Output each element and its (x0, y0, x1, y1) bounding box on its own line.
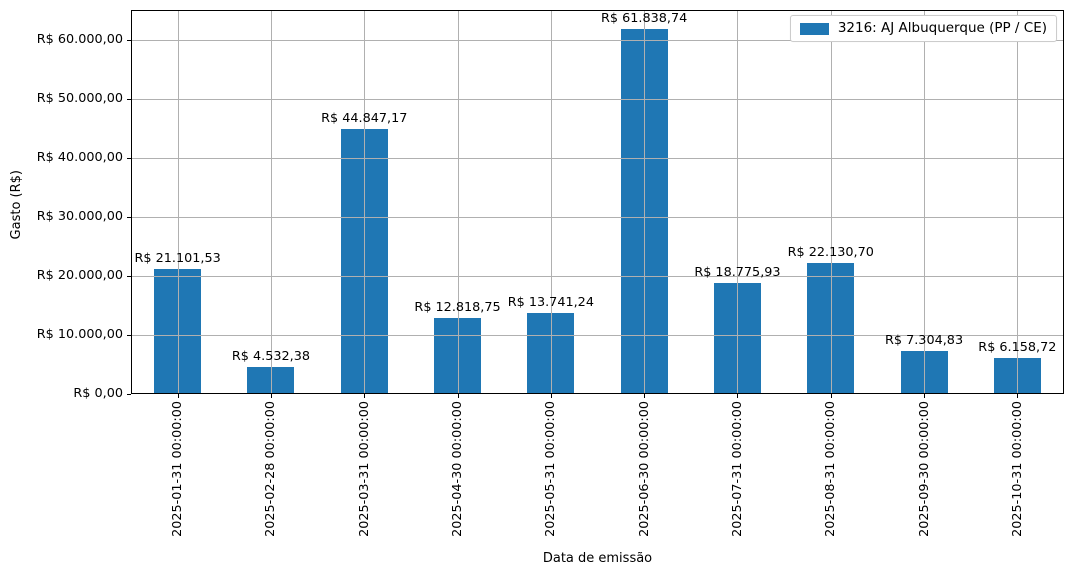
gridline-vertical (550, 11, 552, 393)
bar-value-label: R$ 13.741,24 (507, 294, 594, 310)
y-tick-mark (127, 216, 131, 218)
x-tick-mark (270, 394, 272, 398)
y-tick-mark (127, 39, 131, 41)
x-tick-mark (364, 394, 366, 398)
y-tick-label: R$ 20.000,00 (36, 267, 123, 283)
x-tick-label: 2025-09-30 00:00:00 (916, 401, 932, 537)
x-tick-mark (550, 394, 552, 398)
gridline-horizontal (132, 98, 1063, 100)
y-tick-mark (127, 394, 131, 395)
y-tick-label: R$ 30.000,00 (36, 208, 123, 224)
y-tick-label: R$ 60.000,00 (36, 31, 123, 47)
gridline-horizontal (132, 216, 1063, 218)
x-tick-mark (737, 394, 739, 398)
x-tick-label: 2025-07-31 00:00:00 (729, 401, 745, 537)
x-tick-label: 2025-02-28 00:00:00 (263, 401, 279, 537)
x-tick-mark (1017, 394, 1019, 398)
x-tick-label: 2025-01-31 00:00:00 (170, 401, 186, 537)
bar-value-label: R$ 18.775,93 (694, 265, 781, 281)
gridline-horizontal (132, 39, 1063, 41)
gridline-horizontal (132, 275, 1063, 277)
bar-value-label: R$ 22.130,70 (787, 245, 874, 261)
bar-value-label: R$ 7.304,83 (885, 332, 964, 348)
bar-value-label: R$ 12.818,75 (414, 300, 501, 316)
y-tick-mark (127, 275, 131, 277)
y-tick-label: R$ 10.000,00 (36, 326, 123, 342)
x-tick-label: 2025-04-30 00:00:00 (450, 401, 466, 537)
y-tick-label: R$ 0,00 (73, 386, 123, 401)
x-tick-mark (177, 394, 179, 398)
x-tick-label: 2025-10-31 00:00:00 (1009, 401, 1025, 537)
gridline-horizontal (132, 334, 1063, 336)
gridline-vertical (924, 11, 926, 393)
gridline-vertical (1017, 11, 1019, 393)
gridline-vertical (737, 11, 739, 393)
gridline-vertical (457, 11, 459, 393)
gridline-horizontal (132, 157, 1063, 159)
gridline-vertical (177, 11, 179, 393)
legend-swatch-icon (799, 22, 829, 35)
y-tick-label: R$ 40.000,00 (36, 149, 123, 165)
y-axis-title: Gasto (R$) (9, 170, 24, 240)
bar-value-label: R$ 61.838,74 (601, 10, 688, 26)
x-tick-mark (924, 394, 926, 398)
gridline-vertical (644, 11, 646, 393)
y-tick-mark (127, 98, 131, 100)
y-tick-label: R$ 50.000,00 (36, 90, 123, 106)
gridline-vertical (830, 11, 832, 393)
x-axis-title: Data de emissão (542, 551, 653, 566)
gridline-vertical (364, 11, 366, 393)
legend-label: 3216: AJ Albuquerque (PP / CE) (837, 20, 1047, 36)
x-tick-label: 2025-05-31 00:00:00 (543, 401, 559, 537)
legend: 3216: AJ Albuquerque (PP / CE) (789, 15, 1057, 42)
y-tick-mark (127, 334, 131, 336)
bar-value-label: R$ 21.101,53 (134, 251, 221, 267)
x-tick-label: 2025-08-31 00:00:00 (823, 401, 839, 537)
x-tick-mark (830, 394, 832, 398)
x-tick-label: 2025-03-31 00:00:00 (356, 401, 372, 537)
x-tick-label: 2025-06-30 00:00:00 (636, 401, 652, 537)
bar-value-label: R$ 4.532,38 (231, 349, 310, 365)
x-tick-mark (457, 394, 459, 398)
x-tick-mark (644, 394, 646, 398)
bar-value-label: R$ 6.158,72 (978, 339, 1057, 355)
gridline-vertical (270, 11, 272, 393)
y-tick-mark (127, 157, 131, 159)
bar-value-label: R$ 44.847,17 (321, 111, 408, 127)
